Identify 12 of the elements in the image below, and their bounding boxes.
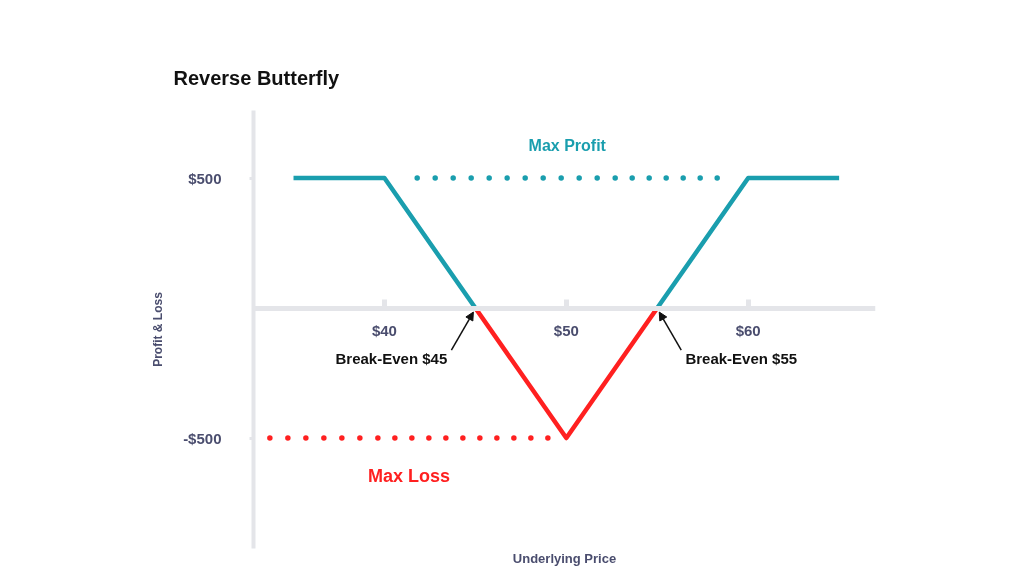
y-tick-label: -$500 [183,429,222,447]
x-tick-label: $40 [371,322,397,340]
series-label: Max Profit [528,136,607,154]
x-tick-label: $50 [553,322,579,340]
x-axis-title: Underlying Price [512,550,617,566]
annotation: Break-Even $55 [685,349,798,367]
y-tick-label: $500 [188,169,222,187]
annotation: Break-Even $45 [335,349,448,367]
series-label: Max Loss [367,466,451,487]
x-tick-label: $60 [735,322,761,340]
chart-title: Reverse Butterfly [173,67,340,89]
y-axis-title: Profit & Loss [151,291,166,367]
